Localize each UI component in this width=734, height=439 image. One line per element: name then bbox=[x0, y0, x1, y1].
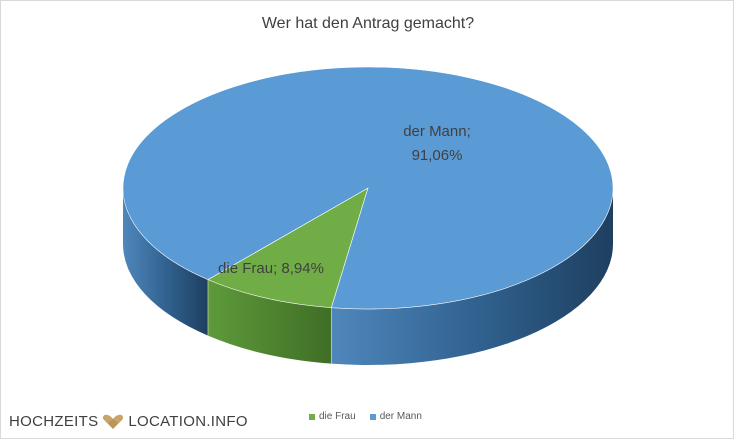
heart-icon bbox=[103, 414, 124, 429]
pie-side-die-frau bbox=[207, 279, 332, 364]
pie-tops bbox=[122, 66, 614, 310]
legend-swatch-der-mann bbox=[369, 413, 376, 420]
pie-labels: die Frau; 8,94% der Mann; 91,06% bbox=[218, 123, 471, 277]
legend-label-der-mann: der Mann bbox=[379, 411, 422, 422]
pie-side-der-mann bbox=[331, 188, 613, 365]
brand-logo: HOCHZEITS LOCATION.INFO bbox=[9, 413, 248, 430]
data-label-der-mann: der Mann; 91,06% bbox=[403, 123, 471, 164]
chart-title: Wer hat den Antrag gemacht? bbox=[261, 15, 475, 32]
data-label-die-frau: die Frau; 8,94% bbox=[218, 260, 324, 277]
legend-swatch-die-frau bbox=[309, 413, 315, 420]
pie-sides bbox=[123, 188, 613, 365]
data-label-line: 91,06% bbox=[412, 147, 463, 164]
legend-label-die-frau: die Frau bbox=[319, 411, 356, 422]
legend: die Frau der Mann bbox=[309, 411, 422, 422]
pie-slice-der-mann bbox=[122, 66, 614, 310]
data-label-line: die Frau; 8,94% bbox=[218, 260, 324, 277]
pie-side-der-mann bbox=[123, 188, 208, 336]
legend-item-die-frau: die Frau bbox=[309, 411, 356, 422]
logo-text-left: HOCHZEITS bbox=[9, 413, 99, 430]
legend-item-der-mann: der Mann bbox=[369, 411, 422, 422]
pie-slice-die-frau bbox=[207, 187, 369, 308]
logo-text-right: LOCATION.INFO bbox=[128, 413, 248, 430]
data-label-line: der Mann; bbox=[403, 123, 471, 140]
